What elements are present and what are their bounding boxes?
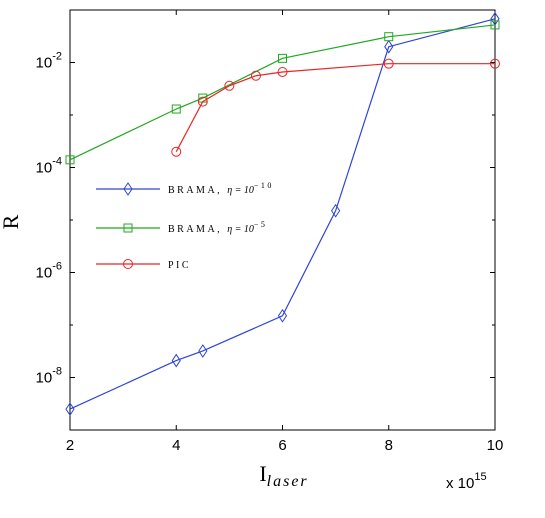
y-tick-label: 10-4 [36, 156, 62, 177]
legend-label: PIC [168, 260, 191, 271]
data-point [490, 11, 500, 26]
data-point [278, 53, 287, 63]
y-tick-exponent: -6 [52, 261, 62, 273]
series-line [175, 63, 495, 152]
legend-entry-2: BRAMA, η = 10−5 [96, 220, 267, 235]
y-tick-exponent: -8 [52, 366, 62, 378]
x-tick-label: 10 [487, 437, 504, 454]
legend-label: BRAMA, η = 10−5 [168, 220, 267, 235]
x-tick-label: 6 [278, 437, 286, 454]
y-tick-base: 10 [36, 370, 53, 387]
y-axis-label: R [0, 214, 23, 229]
x-tick-label: 2 [66, 437, 74, 454]
data-point [277, 308, 288, 323]
legend-entry-1: BRAMA, η = 10−10 [96, 181, 274, 196]
data-point [490, 20, 500, 30]
legend-label-name: PIC [168, 260, 191, 271]
data-point [65, 155, 75, 165]
x-axis-label: Ilaser [259, 461, 308, 490]
data-point [198, 344, 208, 358]
series-layer [65, 11, 500, 417]
legend-marker [123, 182, 133, 196]
x-exponent-base: x 10 [446, 475, 474, 492]
y-tick-label: 10-8 [36, 366, 62, 387]
y-tick-exponent: -4 [52, 156, 62, 168]
x-axis-label-sub: laser [267, 473, 309, 490]
plot-area [69, 9, 496, 431]
y-tick-base: 10 [36, 55, 53, 72]
legend-label-math: η = 10 [227, 185, 254, 196]
legend-label-name: BRAMA, [168, 224, 227, 235]
data-point [384, 32, 394, 42]
series-3 [171, 58, 500, 157]
data-point [490, 58, 500, 69]
series-line [69, 18, 496, 410]
legend-label-exponent: −10 [254, 181, 274, 190]
series-line [69, 24, 496, 161]
legend-entry-3: PIC [96, 259, 191, 271]
data-point [65, 402, 75, 417]
data-point [384, 39, 394, 54]
legend-label-math: η = 10 [227, 224, 254, 235]
legend-label-exponent: −5 [254, 220, 268, 229]
data-point [171, 353, 181, 368]
data-point [171, 104, 181, 114]
y-tick-label: 10-6 [36, 261, 62, 282]
x-tick-label: 8 [385, 437, 393, 454]
series-2 [65, 20, 500, 165]
y-tick-base: 10 [36, 265, 53, 282]
series-1 [65, 11, 500, 417]
data-point [383, 58, 394, 69]
x-exponent-power: 15 [474, 471, 486, 483]
x-axis-label-main: I [259, 461, 266, 486]
y-tick-exponent: -2 [52, 51, 62, 63]
data-point [250, 70, 261, 81]
data-point [171, 146, 182, 157]
y-tick-base: 10 [36, 160, 53, 177]
y-tick-label: 10-2 [36, 51, 62, 72]
x-exponent-label: x 1015 [446, 471, 487, 492]
x-tick-label: 4 [172, 437, 180, 454]
legend-label: BRAMA, η = 10−10 [168, 181, 274, 196]
data-point [224, 80, 235, 91]
legend-label-name: BRAMA, [168, 185, 227, 196]
data-point [331, 203, 341, 218]
legend-marker [123, 223, 133, 233]
data-point [277, 66, 288, 77]
data-point [197, 96, 208, 107]
legend-marker [123, 259, 133, 269]
